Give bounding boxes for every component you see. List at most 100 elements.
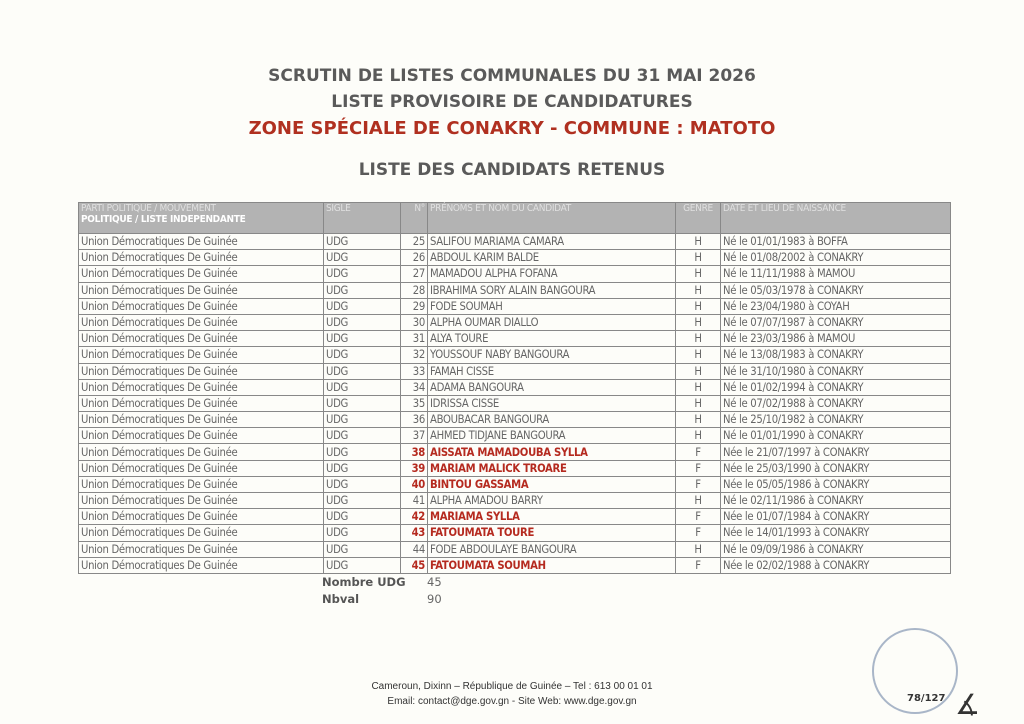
cell-party: Union Démocratiques De Guinée <box>78 313 324 332</box>
table-row: Union Démocratiques De Guinée UDG 34 ADAMA … <box>78 378 951 396</box>
cell-party: Union Démocratiques De Guinée <box>78 378 324 396</box>
cell-party: Union Démocratiques De Guinée <box>78 540 324 558</box>
table-row: Union Démocratiques De Guinée UDG 29 FODE S… <box>78 297 951 315</box>
cell-name: MARIAMA SYLLA <box>427 508 676 526</box>
cell-number: 40 <box>400 475 428 494</box>
cell-sigle: UDG <box>323 427 401 445</box>
cell-sigle: UDG <box>323 443 401 461</box>
cell-name: ABDOUL KARIM BALDE <box>427 249 676 267</box>
cell-number: 30 <box>400 313 428 332</box>
cell-sigle: UDG <box>323 249 401 267</box>
table-row: Union Démocratiques De Guinée UDG 35 IDRISS… <box>78 394 951 413</box>
cell-number: 43 <box>400 524 428 542</box>
table-row: Union Démocratiques De Guinée UDG 39 MARIAM… <box>78 459 951 477</box>
cell-name: FATOUMATA TOURE <box>427 524 676 542</box>
col-genre: GENRE <box>675 202 721 234</box>
col-number: N° <box>400 202 428 234</box>
cell-sigle: UDG <box>323 378 401 396</box>
cell-party: Union Démocratiques De Guinée <box>78 362 324 380</box>
table-row: Union Démocratiques De Guinée UDG 41 ALPHA … <box>78 491 951 510</box>
cell-name: IDRISSA CISSE <box>427 394 676 413</box>
cell-party: Union Démocratiques De Guinée <box>78 297 324 315</box>
cell-birth: Né le 07/02/1988 à CONAKRY <box>720 394 951 413</box>
cell-party: Union Démocratiques De Guinée <box>78 249 324 267</box>
cell-genre: H <box>675 491 721 510</box>
nbval-value: 90 <box>427 592 442 606</box>
col-party-line1: PARTI POLITIQUE / MOUVEMENT <box>81 203 216 214</box>
cell-party: Union Démocratiques De Guinée <box>78 459 324 477</box>
cell-birth: Né le 01/01/1983 à BOFFA <box>720 232 951 251</box>
cell-birth: Né le 07/07/1987 à CONAKRY <box>720 313 951 332</box>
table-row: Union Démocratiques De Guinée UDG 43 FATOUM… <box>78 524 951 542</box>
cell-sigle: UDG <box>323 394 401 413</box>
cell-sigle: UDG <box>323 491 401 510</box>
cell-name: FODE SOUMAH <box>427 297 676 315</box>
cell-sigle: UDG <box>323 232 401 251</box>
cell-number: 26 <box>400 249 428 267</box>
cell-name: ADAMA BANGOURA <box>427 378 676 396</box>
cell-name: AISSATA MAMADOUBA SYLLA <box>427 443 676 461</box>
cell-sigle: UDG <box>323 313 401 332</box>
cell-genre: F <box>675 508 721 526</box>
cell-birth: Né le 02/11/1986 à CONAKRY <box>720 491 951 510</box>
cell-number: 31 <box>400 330 428 348</box>
cell-genre: H <box>675 249 721 267</box>
cell-number: 44 <box>400 540 428 558</box>
cell-birth: Né le 11/11/1988 à MAMOU <box>720 265 951 283</box>
cell-birth: Né le 23/03/1986 à MAMOU <box>720 330 951 348</box>
cell-sigle: UDG <box>323 362 401 380</box>
col-party: PARTI POLITIQUE / MOUVEMENT POLITIQUE / L… <box>78 202 324 234</box>
table-row: Union Démocratiques De Guinée UDG 32 YOUSSO… <box>78 346 951 364</box>
table-row: Union Démocratiques De Guinée UDG 45 FATOUM… <box>78 556 951 574</box>
cell-party: Union Démocratiques De Guinée <box>78 491 324 510</box>
table-row: Union Démocratiques De Guinée UDG 36 ABOUBA… <box>78 411 951 429</box>
official-stamp <box>872 628 958 714</box>
cell-sigle: UDG <box>323 508 401 526</box>
document-title: SCRUTIN DE LISTES COMMUNALES DU 31 MAI 2… <box>268 66 756 86</box>
cell-sigle: UDG <box>323 475 401 494</box>
cell-name: FAMAH CISSE <box>427 362 676 380</box>
cell-sigle: UDG <box>323 556 401 574</box>
cell-name: ALPHA OUMAR DIALLO <box>427 313 676 332</box>
footer-address: Cameroun, Dixinn – République de Guinée … <box>371 681 653 692</box>
cell-sigle: UDG <box>323 540 401 558</box>
table-row: Union Démocratiques De Guinée UDG 40 BINTOU… <box>78 475 951 494</box>
cell-number: 45 <box>400 556 428 574</box>
cell-genre: F <box>675 459 721 477</box>
cell-number: 38 <box>400 443 428 461</box>
cell-genre: F <box>675 443 721 461</box>
nbval-label: Nbval <box>322 592 360 606</box>
cell-number: 41 <box>400 491 428 510</box>
cell-party: Union Démocratiques De Guinée <box>78 265 324 283</box>
cell-party: Union Démocratiques De Guinée <box>78 394 324 413</box>
count-label: Nombre UDG <box>322 575 406 589</box>
cell-birth: Née le 05/05/1986 à CONAKRY <box>720 475 951 494</box>
cell-genre: H <box>675 411 721 429</box>
cell-number: 37 <box>400 427 428 445</box>
cell-genre: H <box>675 297 721 315</box>
cell-sigle: UDG <box>323 297 401 315</box>
cell-party: Union Démocratiques De Guinée <box>78 443 324 461</box>
cell-name: AHMED TIDJANE BANGOURA <box>427 427 676 445</box>
candidates-table: PARTI POLITIQUE / MOUVEMENT POLITIQUE / L… <box>78 202 951 574</box>
cell-genre: H <box>675 330 721 348</box>
cell-sigle: UDG <box>323 346 401 364</box>
cell-party: Union Démocratiques De Guinée <box>78 411 324 429</box>
cell-party: Union Démocratiques De Guinée <box>78 475 324 494</box>
table-header: PARTI POLITIQUE / MOUVEMENT POLITIQUE / L… <box>78 202 951 234</box>
cell-genre: F <box>675 524 721 542</box>
cell-genre: H <box>675 540 721 558</box>
table-row: Union Démocratiques De Guinée UDG 25 SALIFO… <box>78 232 951 251</box>
cell-name: FODE ABDOULAYE BANGOURA <box>427 540 676 558</box>
cell-sigle: UDG <box>323 281 401 299</box>
cell-party: Union Démocratiques De Guinée <box>78 556 324 574</box>
cell-genre: H <box>675 378 721 396</box>
cell-genre: H <box>675 265 721 283</box>
cell-birth: Née le 25/03/1990 à CONAKRY <box>720 459 951 477</box>
col-name: PRÉNOMS ET NOM DU CANDIDAT <box>427 202 676 234</box>
cell-number: 35 <box>400 394 428 413</box>
cell-name: MARIAM MALICK TROARE <box>427 459 676 477</box>
cell-sigle: UDG <box>323 459 401 477</box>
cell-name: BINTOU GASSAMA <box>427 475 676 494</box>
cell-name: MAMADOU ALPHA FOFANA <box>427 265 676 283</box>
